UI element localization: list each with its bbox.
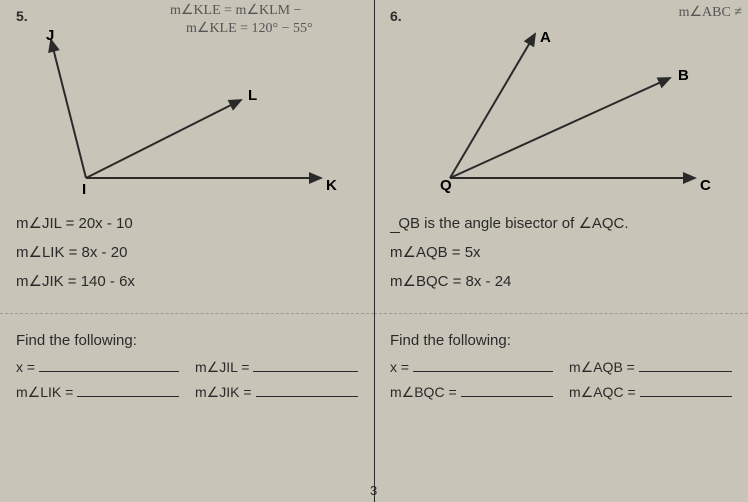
page-number: 3 [370,483,377,498]
problem-6: 6. A B Q C QB is the angle bisector of ∠ [374,0,748,502]
ans-x-5: x = [16,359,179,376]
equations-6: QB is the angle bisector of ∠AQC. m∠AQB … [390,210,732,295]
label-J: J [46,27,54,44]
label-Q: Q [440,177,452,194]
label-A: A [540,29,551,46]
find-heading-6: Find the following: [390,332,732,349]
problem-5: 5. J L I K m∠JIL = 20x - 10 m∠LIK = 8x -… [0,0,374,502]
answers-5: x = m∠JIL = m∠LIK = m∠JIK = [16,359,358,401]
ans-aqb: m∠AQB = [569,359,732,376]
ans-aqc: m∠AQC = [569,384,732,401]
label-B: B [678,67,689,84]
handwriting-line1: m∠KLE = m∠KLM − [170,2,302,19]
ans-lik: m∠LIK = [16,384,179,401]
find-heading-5: Find the following: [16,332,358,349]
eq-bqc: m∠BQC = 8x - 24 [390,268,732,295]
equations-5: m∠JIL = 20x - 10 m∠LIK = 8x - 20 m∠JIK =… [16,210,358,295]
diagram-6: A B Q C [390,28,732,198]
diagram-5: J L I K [16,28,358,198]
handwriting-right: m∠ABC ≠ [679,4,742,21]
section-divider-5 [0,313,374,314]
answers-6: x = m∠AQB = m∠BQC = m∠AQC = [390,359,732,401]
label-K: K [326,177,337,194]
center-divider [374,0,375,502]
ans-bqc: m∠BQC = [390,384,553,401]
eq-jik: m∠JIK = 140 - 6x [16,268,358,295]
eq-bisector: QB is the angle bisector of ∠AQC. [390,210,732,237]
eq-aqb: m∠AQB = 5x [390,239,732,266]
eq-jil: m∠JIL = 20x - 10 [16,210,358,237]
eq-lik: m∠LIK = 8x - 20 [16,239,358,266]
label-I: I [82,181,86,198]
section-divider-6 [374,313,748,314]
ans-jil: m∠JIL = [195,359,358,376]
label-L: L [248,87,257,104]
label-C: C [700,177,711,194]
ans-jik: m∠JIK = [195,384,358,401]
ans-x-6: x = [390,359,553,376]
